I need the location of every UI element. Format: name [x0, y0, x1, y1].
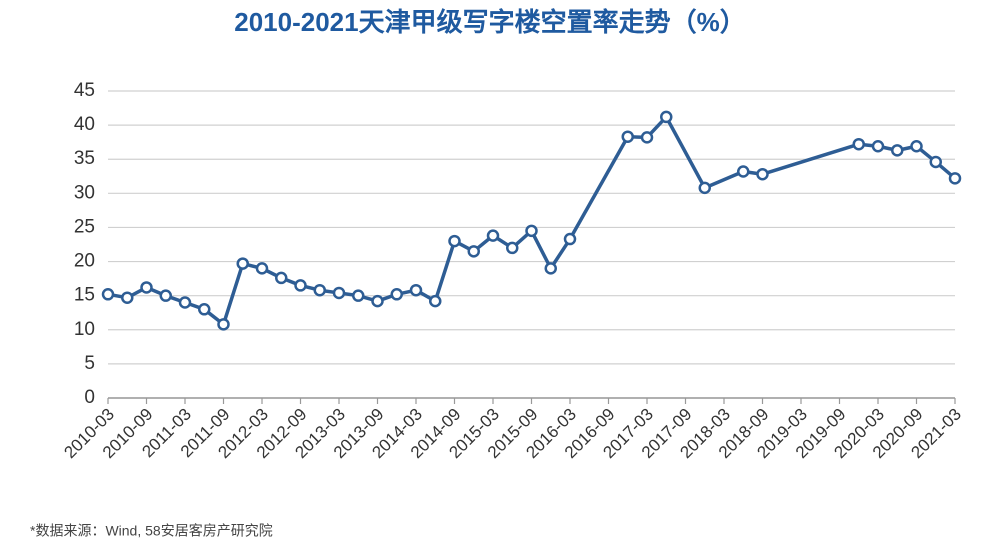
- marker: [506, 241, 519, 255]
- gap-connector: [568, 135, 630, 240]
- marker: [255, 262, 269, 275]
- marker: [121, 291, 134, 304]
- y-tick-label: 5: [84, 353, 95, 374]
- marker: [352, 289, 365, 302]
- marker: [544, 262, 557, 275]
- y-tick-label: 40: [74, 114, 95, 135]
- marker: [332, 286, 346, 300]
- marker: [390, 288, 403, 301]
- marker: [891, 144, 904, 157]
- y-tick-label: 35: [74, 148, 95, 169]
- marker: [910, 140, 923, 153]
- marker: [178, 296, 192, 309]
- y-tick-label: 15: [74, 285, 95, 306]
- marker: [429, 294, 442, 308]
- marker: [467, 245, 480, 258]
- y-tick-label: 10: [74, 319, 95, 340]
- marker: [217, 318, 230, 331]
- gap-connector: [664, 116, 707, 189]
- marker: [698, 181, 711, 195]
- marker: [621, 130, 634, 143]
- marker: [948, 172, 962, 185]
- y-tick-label: 45: [74, 80, 95, 101]
- marker: [371, 294, 384, 308]
- y-tick-label: 25: [74, 216, 95, 237]
- marker: [409, 283, 423, 297]
- gap-connector: [704, 169, 744, 190]
- chart-title: 2010-2021天津甲级写字楼空置率走势（%）: [234, 7, 745, 37]
- y-tick-label: 20: [74, 251, 95, 272]
- marker: [737, 165, 750, 178]
- marker: [101, 288, 115, 301]
- marker: [929, 155, 942, 169]
- marker: [294, 279, 307, 292]
- line: [107, 229, 572, 327]
- marker: [871, 140, 885, 153]
- marker: [140, 281, 153, 294]
- marker: [640, 131, 654, 144]
- marker: [486, 229, 500, 242]
- footnote: *数据来源：Wind, 58安居客房产研究院: [30, 523, 273, 539]
- marker: [756, 167, 769, 181]
- marker: [660, 110, 673, 124]
- y-tick-label: 30: [74, 182, 95, 203]
- marker: [525, 224, 538, 238]
- marker: [159, 289, 172, 302]
- marker: [563, 232, 577, 246]
- y-tick-label: 0: [84, 387, 95, 408]
- marker: [275, 271, 288, 285]
- marker: [236, 257, 249, 270]
- gap-connector: [761, 142, 860, 176]
- marker: [448, 234, 461, 248]
- marker: [313, 283, 326, 297]
- marker: [852, 137, 865, 151]
- marker: [198, 303, 211, 316]
